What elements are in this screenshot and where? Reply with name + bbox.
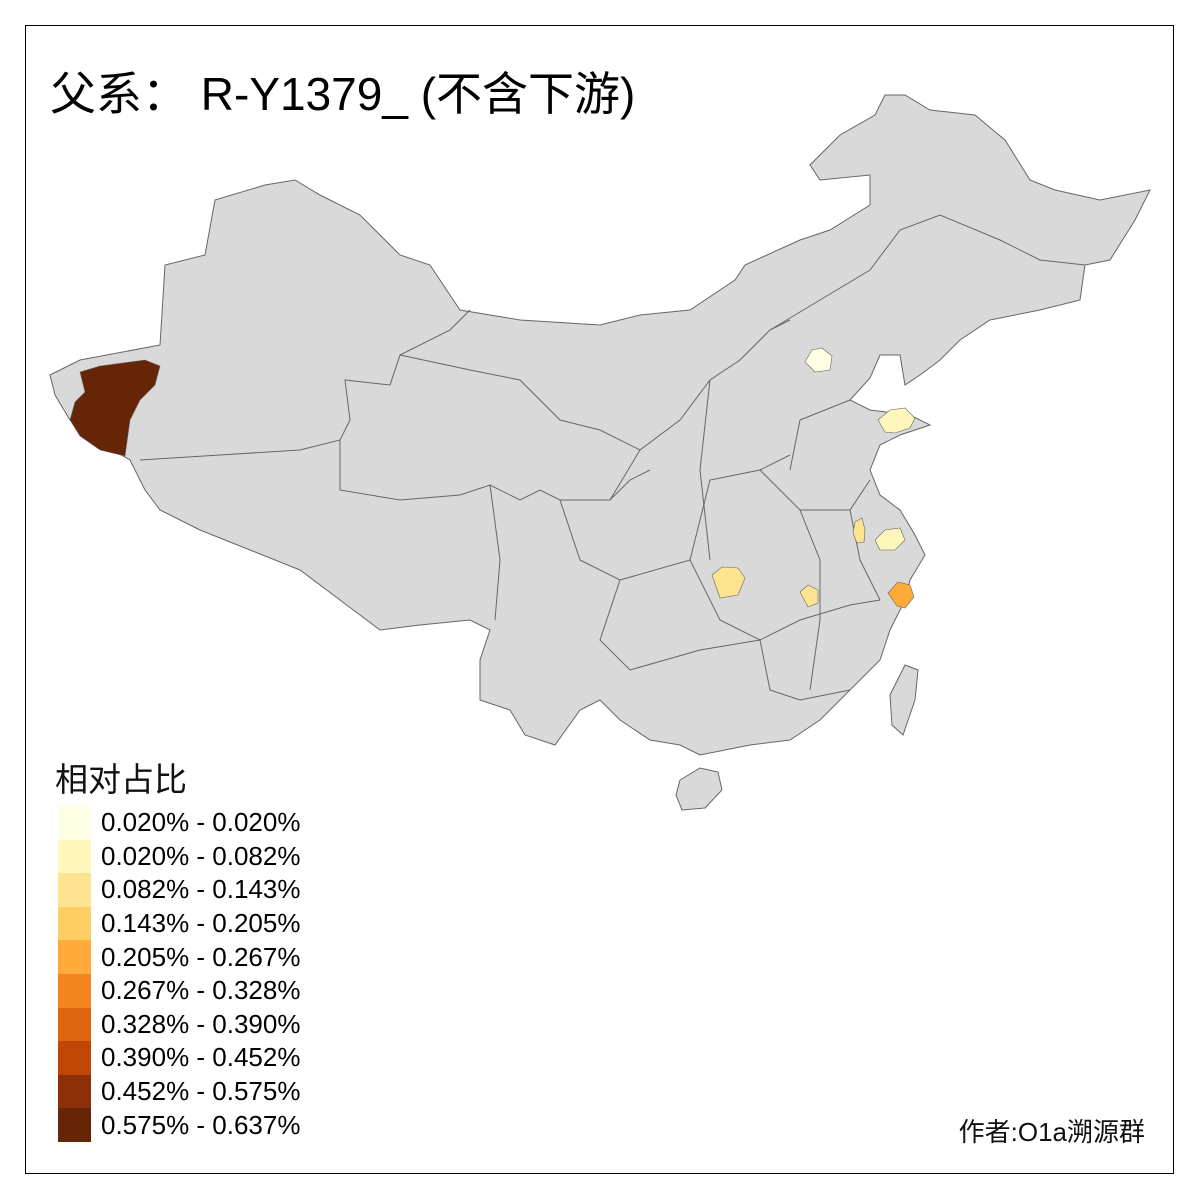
- legend-swatch: [58, 906, 91, 941]
- region-anhui-strip: [852, 517, 866, 544]
- highlighted-regions: [69, 347, 916, 609]
- legend-label: 0.267% - 0.328%: [101, 975, 301, 1006]
- legend-label: 0.020% - 0.082%: [101, 840, 301, 871]
- legend-label: 0.082% - 0.143%: [101, 874, 301, 905]
- region-hunan-jiangxi: [799, 584, 819, 608]
- region-beijing: [804, 347, 833, 373]
- legend-swatch: [58, 1041, 91, 1075]
- legend-item: 0.143% - 0.205%: [58, 906, 301, 941]
- legend-item: 0.020% - 0.020%: [58, 806, 300, 840]
- taiwan-island: [889, 664, 919, 736]
- mainland-china: [49, 94, 1151, 756]
- hainan-island: [675, 767, 723, 811]
- legend-item: 0.452% - 0.575%: [58, 1074, 301, 1109]
- legend-label: 0.205% - 0.267%: [101, 941, 301, 972]
- author-credit: 作者:O1a溯源群: [958, 1117, 1145, 1147]
- map-title: 父系： R-Y1379_ (不含下游): [50, 68, 636, 120]
- legend-swatch: [58, 806, 91, 840]
- china-landmass: [49, 94, 1151, 811]
- region-hubei-west: [711, 566, 746, 599]
- legend-label: 0.390% - 0.452%: [101, 1042, 301, 1073]
- legend-item: 0.390% - 0.452%: [58, 1041, 300, 1075]
- legend-label: 0.328% - 0.390%: [101, 1008, 301, 1039]
- legend-label: 0.575% - 0.637%: [101, 1109, 301, 1140]
- legend-item: 0.020% - 0.082%: [58, 839, 301, 874]
- legend-item: 0.575% - 0.637%: [58, 1108, 300, 1142]
- legend-item: 0.205% - 0.267%: [58, 940, 300, 974]
- legend-label: 0.452% - 0.575%: [101, 1076, 301, 1107]
- legend-swatch: [58, 839, 91, 874]
- legend-swatch: [58, 1108, 91, 1142]
- legend-swatch: [58, 973, 91, 1008]
- province-borders: [139, 214, 1086, 701]
- legend-item: 0.267% - 0.328%: [58, 973, 301, 1008]
- legend-item: 0.082% - 0.143%: [58, 873, 300, 907]
- legend-swatch: [58, 873, 91, 907]
- region-xinjiang-west: [69, 359, 161, 457]
- region-zhejiang: [887, 581, 915, 609]
- legend-label: 0.143% - 0.205%: [101, 908, 301, 939]
- legend-swatch: [58, 1007, 91, 1042]
- legend-swatch: [58, 1074, 91, 1109]
- legend-item: 0.328% - 0.390%: [58, 1007, 301, 1042]
- legend-title: 相对占比: [55, 761, 187, 798]
- region-anhui-south: [874, 527, 906, 551]
- map-frame: [25, 25, 1174, 1174]
- legend-label: 0.020% - 0.020%: [101, 807, 301, 838]
- legend-swatch: [58, 940, 91, 974]
- legend: 0.020% - 0.020% 0.020% - 0.082% 0.082% -…: [58, 806, 300, 1142]
- region-shandong-east: [877, 407, 916, 434]
